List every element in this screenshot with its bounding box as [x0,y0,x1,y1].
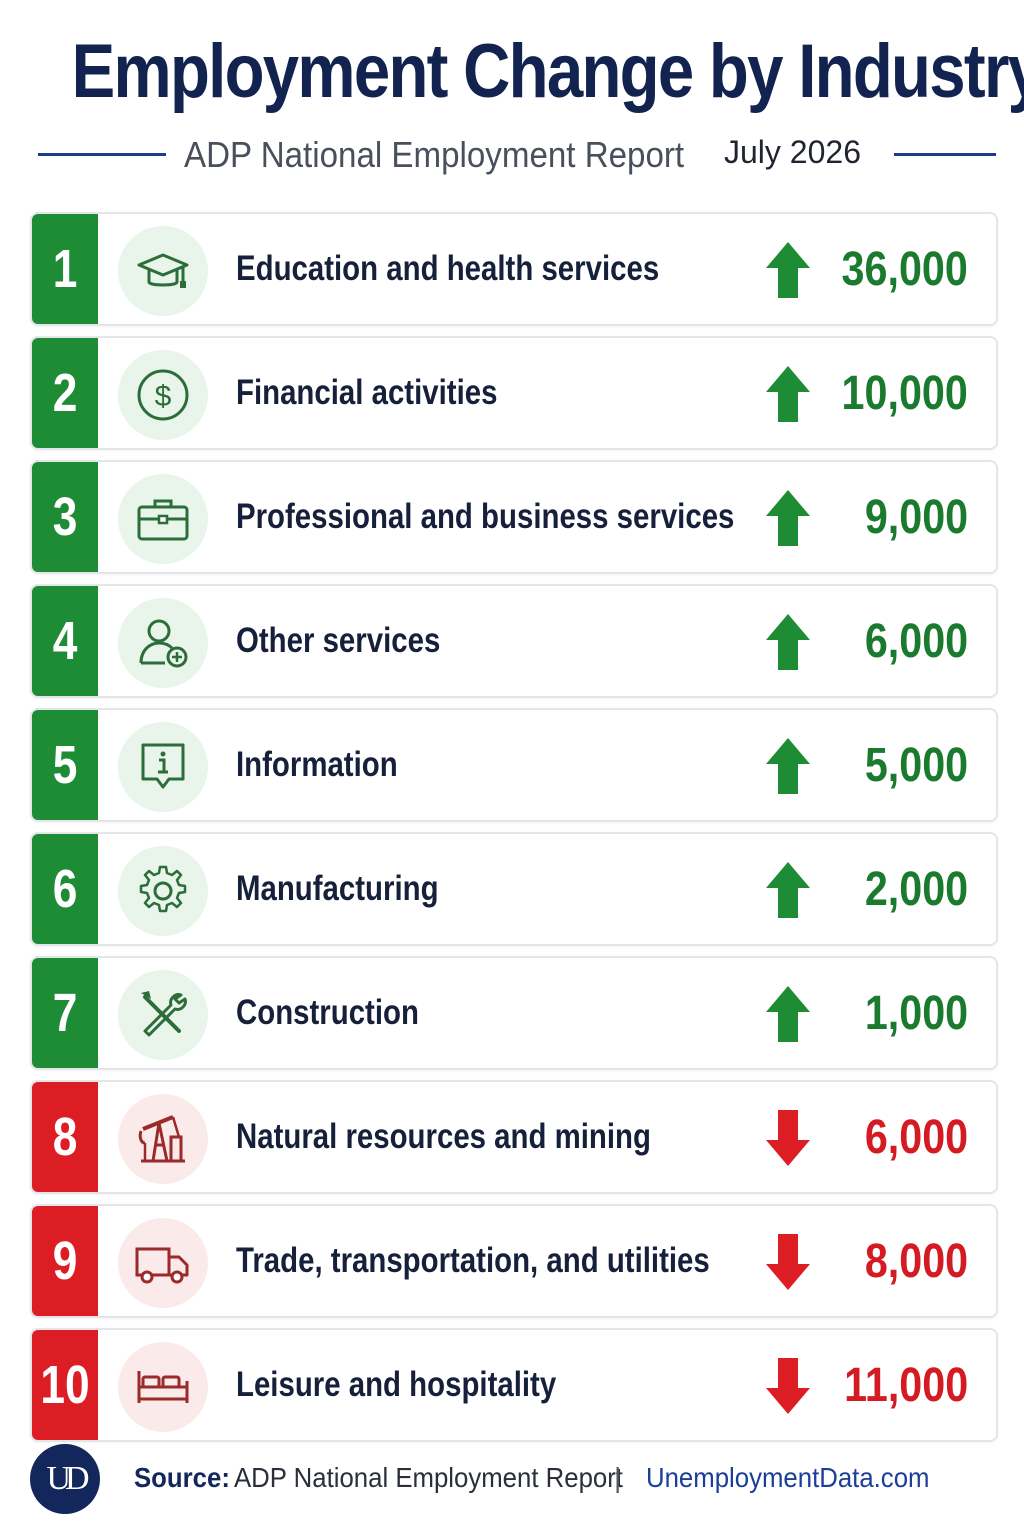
industry-row: 3 Professional and business services 9,000 [30,460,998,574]
site-link[interactable]: UnemploymentData.com [646,1462,930,1493]
rank-badge: 10 [32,1330,98,1440]
info-bubble-icon [118,722,208,812]
industry-label: Manufacturing [236,869,439,908]
user-plus-icon [118,598,208,688]
industry-label: Leisure and hospitality [236,1365,557,1404]
rank-badge: 9 [32,1206,98,1316]
rank-number: 1 [52,239,78,299]
subtitle-row: ADP National Employment Report July 2026 [38,132,996,178]
rank-number: 6 [52,859,78,919]
rank-number: 8 [52,1107,78,1167]
rank-badge: 6 [32,834,98,944]
industry-label: Education and health services [236,249,660,288]
industry-label: Trade, transportation, and utilities [236,1241,710,1280]
arrow-up-icon [764,860,812,920]
rank-number: 5 [52,735,78,795]
rank-number: 7 [52,983,78,1043]
industry-row: 2 $ Financial activities 10,000 [30,336,998,450]
oil-pump-icon [118,1094,208,1184]
rank-badge: 1 [32,214,98,324]
source-text: ADP National Employment Report [234,1462,623,1493]
subtitle-rule-left [38,153,166,156]
source-label: Source: [134,1462,230,1493]
briefcase-icon [118,474,208,564]
arrow-down-icon [764,1356,812,1416]
arrow-up-icon [764,736,812,796]
rank-badge: 3 [32,462,98,572]
arrow-up-icon [764,240,812,300]
industry-label: Financial activities [236,373,498,412]
industry-row: 6 Manufacturing 2,000 [30,832,998,946]
industry-row: 10 Leisure and hospitality 11,000 [30,1328,998,1442]
arrow-down-icon [764,1108,812,1168]
change-value: 5,000 [864,738,968,792]
industry-label: Construction [236,993,419,1032]
rank-number: 2 [52,363,78,423]
rank-badge: 7 [32,958,98,1068]
arrow-up-icon [764,364,812,424]
dollar-circle-icon: $ [118,350,208,440]
unemploymentdata-logo: UD [30,1444,100,1514]
subtitle-rule-right [894,153,996,156]
tools-icon [118,970,208,1060]
change-value: 8,000 [864,1234,968,1288]
arrow-up-icon [764,488,812,548]
rank-badge: 4 [32,586,98,696]
change-value: 1,000 [864,986,968,1040]
change-value: 6,000 [864,1110,968,1164]
arrow-up-icon [764,612,812,672]
rank-number: 4 [52,611,78,671]
report-date: July 2026 [724,134,861,170]
gear-icon [118,846,208,936]
industry-row: 7 Construction 1,000 [30,956,998,1070]
rank-number: 3 [52,487,78,547]
industry-row: 1 Education and health services 36,000 [30,212,998,326]
change-value: 11,000 [844,1358,968,1412]
industry-row: 9 Trade, transportation, and utilities 8,0… [30,1204,998,1318]
arrow-up-icon [764,984,812,1044]
svg-text:$: $ [155,380,172,413]
industry-label: Natural resources and mining [236,1117,651,1156]
industry-row: 5 Information 5,000 [30,708,998,822]
truck-icon [118,1218,208,1308]
arrow-down-icon [764,1232,812,1292]
change-value: 36,000 [841,242,968,296]
industry-label: Information [236,745,398,784]
industry-label: Professional and business services [236,497,735,536]
rank-number: 9 [52,1231,78,1291]
footer: UD Source: ADP National Employment Repor… [30,1442,990,1518]
rank-badge: 5 [32,710,98,820]
change-value: 9,000 [864,490,968,544]
industry-label: Other services [236,621,441,660]
graduation-cap-icon [118,226,208,316]
change-value: 6,000 [864,614,968,668]
report-subtitle: ADP National Employment Report [184,134,685,175]
change-value: 2,000 [864,862,968,916]
rank-number: 10 [40,1355,90,1415]
change-value: 10,000 [841,366,968,420]
bed-icon [118,1342,208,1432]
rank-badge: 8 [32,1082,98,1192]
rank-badge: 2 [32,338,98,448]
industry-row: 4 Other services 6,000 [30,584,998,698]
footer-separator: | [614,1462,622,1493]
page-title: Employment Change by Industry [71,29,1024,114]
industry-row: 8 Natural resources and mining 6,000 [30,1080,998,1194]
